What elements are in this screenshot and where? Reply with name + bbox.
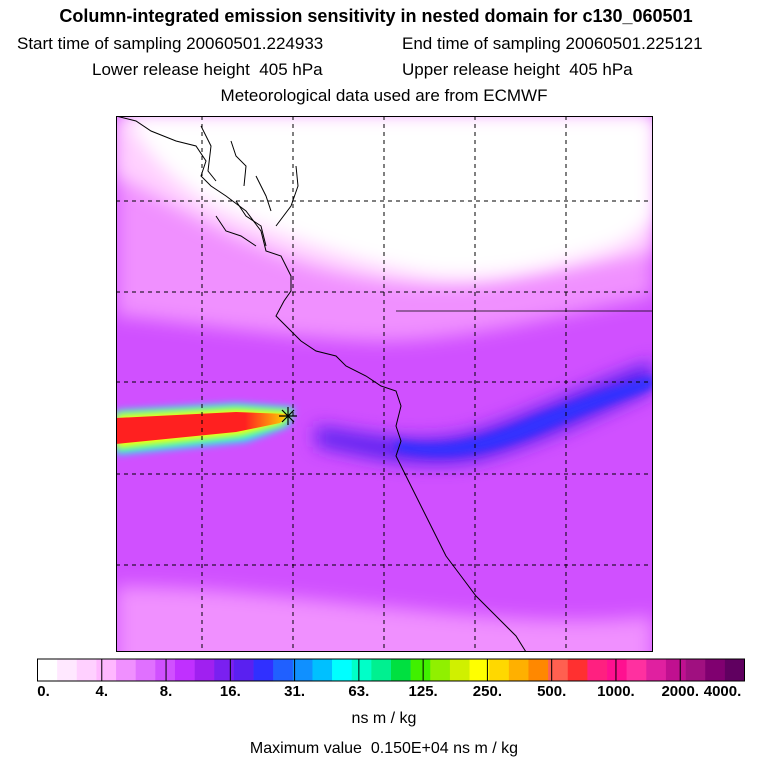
colorbar-segment [449, 659, 470, 681]
colorbar-segment [57, 659, 78, 681]
colorbar-segment [626, 659, 647, 681]
colorbar-segment [371, 659, 392, 681]
end-time: End time of sampling 20060501.225121 [402, 34, 703, 54]
colorbar-segment [391, 659, 411, 681]
coastline [116, 116, 527, 652]
colorbar-segment [332, 659, 353, 681]
colorbar-segment [665, 659, 686, 681]
colorbar-tick-label: 16. [219, 683, 241, 700]
maximum-value-label: Maximum value [249, 740, 362, 757]
colorbar-segment [174, 659, 195, 681]
colorbar-segment [214, 659, 235, 681]
upper-release-height: Upper release height 405 hPa [402, 60, 633, 80]
upper-release-value: 405 hPa [569, 60, 633, 79]
colorbar-tick-label: 4. [95, 683, 109, 700]
colorbar-tick-label: 2000. [661, 683, 699, 700]
met-source: Meteorological data used are from ECMWF [220, 86, 548, 105]
colorbar-segment [351, 659, 372, 681]
lower-release-label: Lower release height [92, 60, 250, 79]
colorbar-segment [489, 659, 510, 681]
coastline-islands [200, 125, 299, 247]
colorbar-segment [292, 659, 313, 681]
end-time-value: 20060501.225121 [565, 34, 703, 53]
colorbar-segment [194, 659, 215, 681]
colorbar-tick-label: 63. [348, 683, 370, 700]
colorbar-tick-label: 8. [159, 683, 173, 700]
colorbar-segment [76, 659, 97, 681]
maximum-value: Maximum value 0.150E+04 ns m / kg [0, 740, 768, 758]
colorbar-segment [548, 659, 569, 681]
colorbar [37, 658, 745, 682]
colorbar-segment [253, 659, 274, 681]
sensitivity-map [116, 116, 653, 652]
colorbar-segment [646, 659, 667, 681]
colorbar-segment [430, 659, 451, 681]
colorbar-frame [37, 658, 745, 682]
field-blue-core [396, 376, 653, 456]
colorbar-segment [705, 659, 726, 681]
end-time-label: End time of sampling [402, 34, 561, 53]
start-time-label: Start time of sampling [17, 34, 182, 53]
colorbar-segment [96, 659, 117, 681]
colorbar-segment [607, 659, 627, 681]
field-pink-south [116, 586, 653, 652]
lower-release-height: Lower release height 405 hPa [92, 60, 323, 80]
colorbar-segment [135, 659, 156, 681]
start-time-value: 20060501.224933 [186, 34, 324, 53]
field-white-north [126, 116, 653, 277]
colorbar-tick-label: 500. [537, 683, 567, 700]
map-title: Column-integrated emission sensitivity i… [59, 6, 693, 26]
map-frame [116, 116, 653, 652]
colorbar-segment [37, 659, 58, 681]
colorbar-segment [233, 659, 254, 681]
upper-release-label: Upper release height [402, 60, 560, 79]
map-panel [116, 116, 653, 652]
colorbar-segment [508, 659, 529, 681]
release-point-star-icon [279, 407, 297, 425]
colorbar-segment [567, 659, 588, 681]
colorbar-tick-label: 1000. [597, 683, 635, 700]
colorbar-tick-label: 250. [472, 683, 503, 700]
maximum-value-number: 0.150E+04 [370, 740, 449, 757]
lower-release-value: 405 hPa [259, 60, 323, 79]
colorbar-segment [724, 659, 745, 681]
colorbar-tick-label: 0. [37, 683, 50, 700]
start-time: Start time of sampling 20060501.224933 [17, 34, 323, 54]
colorbar-tick-label: 125. [408, 683, 438, 700]
colorbar-segment [116, 659, 136, 681]
colorbar-segment [685, 659, 706, 681]
colorbar-segment [469, 659, 490, 681]
colorbar-segment [410, 659, 431, 681]
colorbar-tick-label: 31. [284, 683, 306, 700]
colorbar-units: ns m / kg [351, 710, 417, 727]
colorbar-segment [155, 659, 176, 681]
colorbar-segment [312, 659, 333, 681]
colorbar-segment [528, 659, 549, 681]
maximum-value-units: ns m / kg [453, 740, 519, 757]
colorbar-tick-label: 4000. [703, 683, 742, 700]
graticule [116, 116, 653, 652]
colorbar-segment [587, 659, 608, 681]
colorbar-segment [273, 659, 294, 681]
